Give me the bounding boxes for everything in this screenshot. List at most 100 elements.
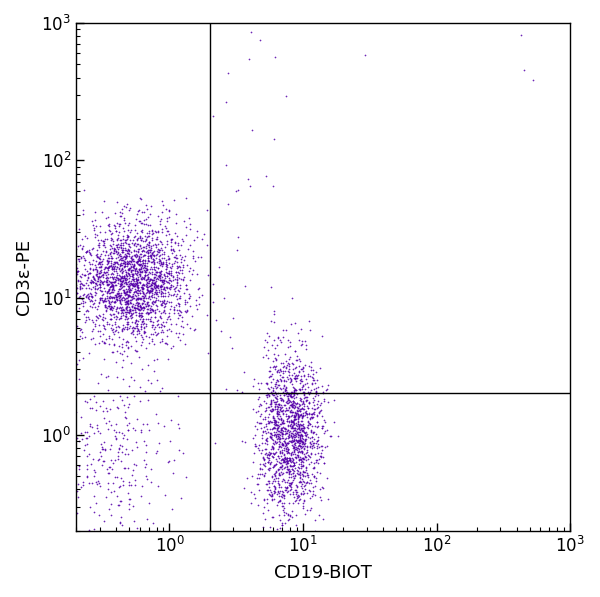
Point: [46, 470, 56, 480]
Point: [14, 495, 24, 504]
Point: [171, 219, 181, 228]
Point: [309, 400, 319, 410]
Point: [162, 283, 172, 293]
Point: [283, 406, 292, 416]
Point: [182, 280, 191, 290]
Point: [146, 262, 156, 272]
Point: [173, 267, 183, 276]
Point: [289, 398, 299, 407]
Point: [270, 420, 280, 430]
Point: [279, 436, 289, 446]
Point: [128, 238, 137, 248]
Point: [298, 434, 308, 444]
Point: [274, 350, 283, 360]
Point: [273, 420, 283, 430]
Point: [32, 320, 42, 330]
Point: [265, 432, 275, 442]
Point: [263, 505, 272, 515]
Point: [243, 174, 253, 184]
Point: [96, 451, 106, 461]
Point: [127, 225, 136, 235]
Point: [118, 305, 128, 315]
Point: [304, 472, 313, 481]
Point: [116, 251, 126, 261]
Point: [290, 470, 300, 480]
Point: [269, 413, 278, 423]
Point: [124, 399, 134, 409]
Point: [300, 435, 310, 444]
Point: [170, 238, 179, 248]
Point: [136, 232, 145, 241]
Point: [275, 442, 285, 451]
Point: [269, 486, 278, 496]
Point: [295, 362, 304, 371]
Point: [84, 479, 94, 488]
Point: [278, 454, 287, 463]
Point: [295, 407, 305, 416]
Point: [160, 297, 169, 306]
Point: [295, 537, 305, 547]
Point: [136, 259, 145, 269]
Point: [139, 319, 148, 329]
Point: [107, 287, 117, 297]
Point: [307, 421, 317, 431]
Point: [143, 514, 152, 524]
Point: [95, 257, 105, 267]
Point: [106, 278, 115, 287]
Point: [188, 265, 197, 275]
Point: [281, 454, 290, 463]
Point: [144, 338, 154, 348]
Point: [68, 349, 77, 358]
Point: [100, 542, 110, 552]
Point: [156, 244, 166, 253]
Point: [104, 225, 113, 235]
Point: [124, 269, 134, 278]
Point: [102, 263, 112, 273]
Point: [128, 266, 138, 275]
Point: [102, 256, 112, 266]
Point: [268, 462, 278, 472]
Point: [162, 268, 172, 278]
Point: [313, 410, 322, 419]
Point: [111, 240, 121, 250]
Point: [139, 260, 149, 270]
Point: [298, 453, 307, 463]
Point: [267, 404, 277, 414]
Point: [290, 385, 300, 395]
Point: [278, 429, 287, 439]
Point: [131, 310, 141, 320]
Point: [272, 407, 282, 417]
Point: [283, 421, 293, 431]
Point: [117, 521, 127, 530]
Point: [293, 417, 302, 426]
Point: [153, 284, 163, 293]
Point: [132, 324, 142, 333]
Point: [297, 432, 307, 441]
Point: [265, 371, 275, 380]
Point: [89, 220, 98, 230]
Point: [275, 486, 285, 496]
Point: [263, 453, 273, 463]
Point: [209, 297, 218, 306]
Point: [128, 269, 138, 279]
Point: [287, 478, 296, 488]
Point: [278, 418, 288, 428]
Point: [119, 231, 128, 241]
Point: [76, 482, 86, 491]
Point: [127, 251, 137, 260]
Point: [317, 445, 327, 454]
Point: [221, 97, 230, 107]
Point: [142, 282, 152, 291]
Point: [151, 300, 161, 310]
Point: [123, 299, 133, 309]
Point: [152, 354, 161, 364]
Point: [88, 278, 98, 287]
Point: [102, 287, 112, 296]
Point: [83, 246, 92, 256]
Point: [115, 274, 125, 284]
Point: [108, 248, 118, 257]
Point: [294, 430, 304, 440]
Point: [158, 254, 167, 263]
Point: [127, 324, 136, 333]
Point: [310, 481, 319, 491]
